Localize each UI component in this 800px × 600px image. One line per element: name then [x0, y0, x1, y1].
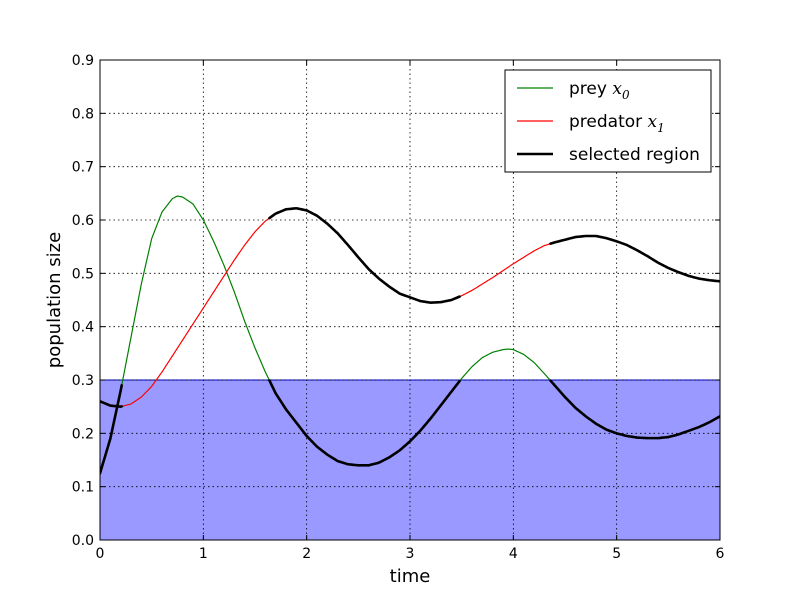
selected-segment-prey	[100, 384, 123, 475]
x-tick-label: 6	[716, 546, 725, 562]
y-tick-label: 0.1	[72, 480, 94, 496]
x-tick-label: 3	[406, 546, 415, 562]
x-axis-title: time	[390, 566, 431, 587]
legend-variable: x	[648, 112, 658, 132]
selected-region-layer	[100, 206, 720, 475]
legend-subscript: 1	[657, 121, 665, 135]
y-tick-label: 0.0	[72, 533, 94, 549]
y-axis-title: population size	[44, 232, 65, 368]
legend-label: predator x1	[569, 112, 665, 135]
selected-segment-predator	[100, 400, 123, 408]
legend: prey x0 predator x1 selected region	[504, 69, 712, 173]
selected-segment-predator	[549, 234, 720, 283]
y-tick-label: 0.9	[72, 53, 94, 69]
tick-labels: 0 1 2 3 4 5 6 0.0 0.1 0.2 0.3 0.4 0.5 0.6 0.7 0.8 0.9	[72, 53, 725, 562]
x-tick-label: 0	[96, 546, 105, 562]
x-tick-label: 5	[612, 546, 621, 562]
legend-variable: x	[612, 79, 622, 99]
ticks	[99, 59, 721, 541]
y-tick-label: 0.4	[72, 320, 94, 336]
legend-subscript: 0	[622, 88, 630, 102]
y-tick-label: 0.5	[72, 266, 94, 282]
y-tick-label: 0.3	[72, 373, 94, 389]
selected-segment-predator	[268, 206, 461, 304]
grid	[100, 60, 720, 540]
y-tick-label: 0.2	[72, 426, 94, 442]
selected-segment-prey	[549, 379, 720, 440]
x-tick-label: 4	[509, 546, 518, 562]
y-tick-label: 0.8	[72, 106, 94, 122]
y-tick-label: 0.7	[72, 160, 94, 176]
y-tick-label: 0.6	[72, 213, 94, 229]
selected-segment-prey	[268, 379, 461, 467]
x-tick-label: 2	[302, 546, 311, 562]
legend-label: selected region	[569, 145, 700, 165]
x-tick-label: 1	[199, 546, 208, 562]
legend-label: prey x0	[569, 79, 630, 102]
